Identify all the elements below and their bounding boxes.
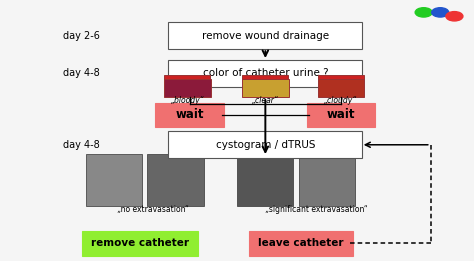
Text: day 4-8: day 4-8 bbox=[63, 68, 100, 78]
Text: „no extravasation“: „no extravasation“ bbox=[118, 205, 189, 214]
FancyBboxPatch shape bbox=[147, 154, 204, 206]
FancyBboxPatch shape bbox=[242, 79, 289, 97]
Text: day 2-6: day 2-6 bbox=[63, 31, 100, 41]
FancyBboxPatch shape bbox=[164, 79, 211, 97]
FancyBboxPatch shape bbox=[299, 154, 355, 206]
FancyBboxPatch shape bbox=[318, 75, 364, 80]
FancyBboxPatch shape bbox=[318, 79, 365, 97]
FancyBboxPatch shape bbox=[242, 75, 288, 80]
FancyBboxPatch shape bbox=[307, 103, 375, 127]
FancyBboxPatch shape bbox=[237, 154, 293, 206]
FancyBboxPatch shape bbox=[155, 103, 224, 127]
Text: „significant extravasation“: „significant extravasation“ bbox=[265, 205, 368, 214]
Text: wait: wait bbox=[327, 108, 355, 121]
Text: „cloudy“: „cloudy“ bbox=[324, 96, 357, 105]
Text: color of catheter urine ?: color of catheter urine ? bbox=[202, 68, 328, 78]
FancyBboxPatch shape bbox=[164, 75, 210, 80]
Text: „bloody“: „bloody“ bbox=[171, 96, 204, 105]
FancyBboxPatch shape bbox=[168, 131, 362, 158]
FancyBboxPatch shape bbox=[168, 60, 362, 87]
FancyBboxPatch shape bbox=[86, 154, 142, 206]
Circle shape bbox=[446, 11, 463, 21]
Text: remove catheter: remove catheter bbox=[91, 239, 189, 248]
Text: „clear“: „clear“ bbox=[252, 96, 279, 105]
FancyBboxPatch shape bbox=[168, 22, 362, 49]
Text: wait: wait bbox=[175, 108, 204, 121]
Circle shape bbox=[415, 8, 432, 17]
Text: cystogram / dTRUS: cystogram / dTRUS bbox=[216, 140, 315, 150]
FancyBboxPatch shape bbox=[82, 231, 198, 256]
Text: day 4-8: day 4-8 bbox=[63, 140, 100, 150]
FancyBboxPatch shape bbox=[249, 231, 353, 256]
Circle shape bbox=[432, 8, 449, 17]
Text: remove wound drainage: remove wound drainage bbox=[202, 31, 329, 41]
Text: leave catheter: leave catheter bbox=[258, 239, 344, 248]
